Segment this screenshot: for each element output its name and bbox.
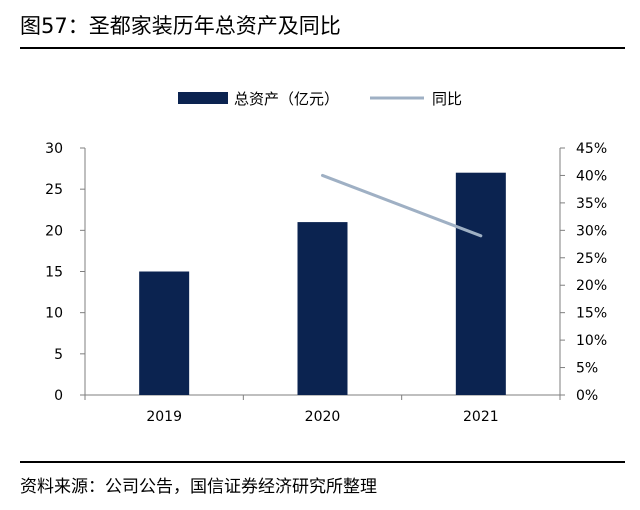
left-tick-label: 15 [45, 265, 63, 281]
right-tick-label: 0% [576, 388, 598, 404]
line-yoy-growth [321, 173, 483, 238]
legend: 总资产（亿元） 同比 [178, 90, 462, 108]
legend-line-label: 同比 [432, 90, 462, 108]
legend-bar-label: 总资产（亿元） [234, 90, 339, 108]
right-tick-label: 30% [576, 223, 607, 239]
right-tick-label: 40% [576, 168, 607, 184]
right-tick-label: 35% [576, 196, 607, 212]
combo-chart: 总资产（亿元） 同比 0 5 10 15 20 25 30 0% 5% 10% 15% 20% 25% 3… [45, 90, 607, 425]
bars [139, 172, 506, 395]
left-tick-label: 5 [54, 347, 63, 363]
title-rule [20, 47, 625, 49]
right-tick-label: 45% [576, 141, 607, 157]
legend-bar-swatch [178, 92, 228, 104]
x-tick-label: 2019 [146, 409, 182, 425]
left-tick-label: 25 [45, 182, 63, 198]
left-tick-label: 10 [45, 306, 63, 322]
bar-total-assets [297, 222, 348, 395]
right-tick-label: 20% [576, 278, 607, 294]
figure-title: 图57：圣都家装历年总资产及同比 [20, 14, 341, 38]
right-tick-label: 15% [576, 306, 607, 322]
source-rule [20, 461, 625, 463]
right-tick-label: 25% [576, 251, 607, 267]
x-tick-label: 2021 [463, 409, 499, 425]
bar-total-assets [455, 172, 506, 395]
bar-total-assets [139, 271, 190, 395]
source-note: 资料来源：公司公告，国信证券经济研究所整理 [20, 477, 377, 497]
left-tick-label: 20 [45, 223, 63, 239]
left-tick-label: 30 [45, 141, 63, 157]
line-series [321, 173, 483, 238]
tick-labels: 0 5 10 15 20 25 30 0% 5% 10% 15% 20% 25% 30% 35% 40% 45%… [45, 141, 607, 425]
x-tick-label: 2020 [305, 409, 341, 425]
right-tick-label: 5% [576, 361, 598, 377]
right-tick-label: 10% [576, 333, 607, 349]
left-tick-label: 0 [54, 388, 63, 404]
